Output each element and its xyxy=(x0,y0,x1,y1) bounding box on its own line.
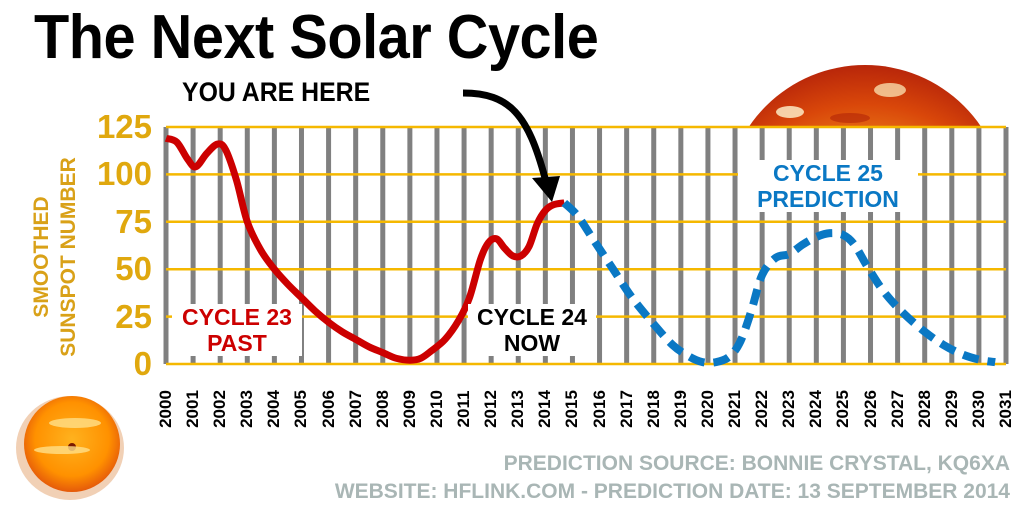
y-tick-label: 25 xyxy=(115,297,152,335)
y-tick-label: 100 xyxy=(96,155,152,193)
y-tick-label: 75 xyxy=(115,202,152,240)
cycle25-label: CYCLE 25 PREDICTION xyxy=(738,160,918,212)
big-sun-icon xyxy=(748,65,982,127)
observed-line xyxy=(164,134,565,364)
chart-title: The Next Solar Cycle xyxy=(34,3,599,72)
website-credit: WEBSITE: HFLINK.COM - PREDICTION DATE: 1… xyxy=(334,480,1010,503)
y-tick-label: 50 xyxy=(115,250,152,288)
y-tick-label: 0 xyxy=(133,345,152,382)
small-sun-icon xyxy=(16,396,124,500)
prediction-source-credit: PREDICTION SOURCE: BONNIE CRYSTAL, KQ6XA xyxy=(503,452,1010,475)
prediction-line xyxy=(561,199,996,367)
you-are-here-label: YOU ARE HERE xyxy=(182,77,371,107)
cycle23-label: CYCLE 23 PAST xyxy=(172,304,302,356)
y-tick-label: 125 xyxy=(96,108,152,145)
cycle24-label: CYCLE 24 NOW xyxy=(468,304,596,356)
